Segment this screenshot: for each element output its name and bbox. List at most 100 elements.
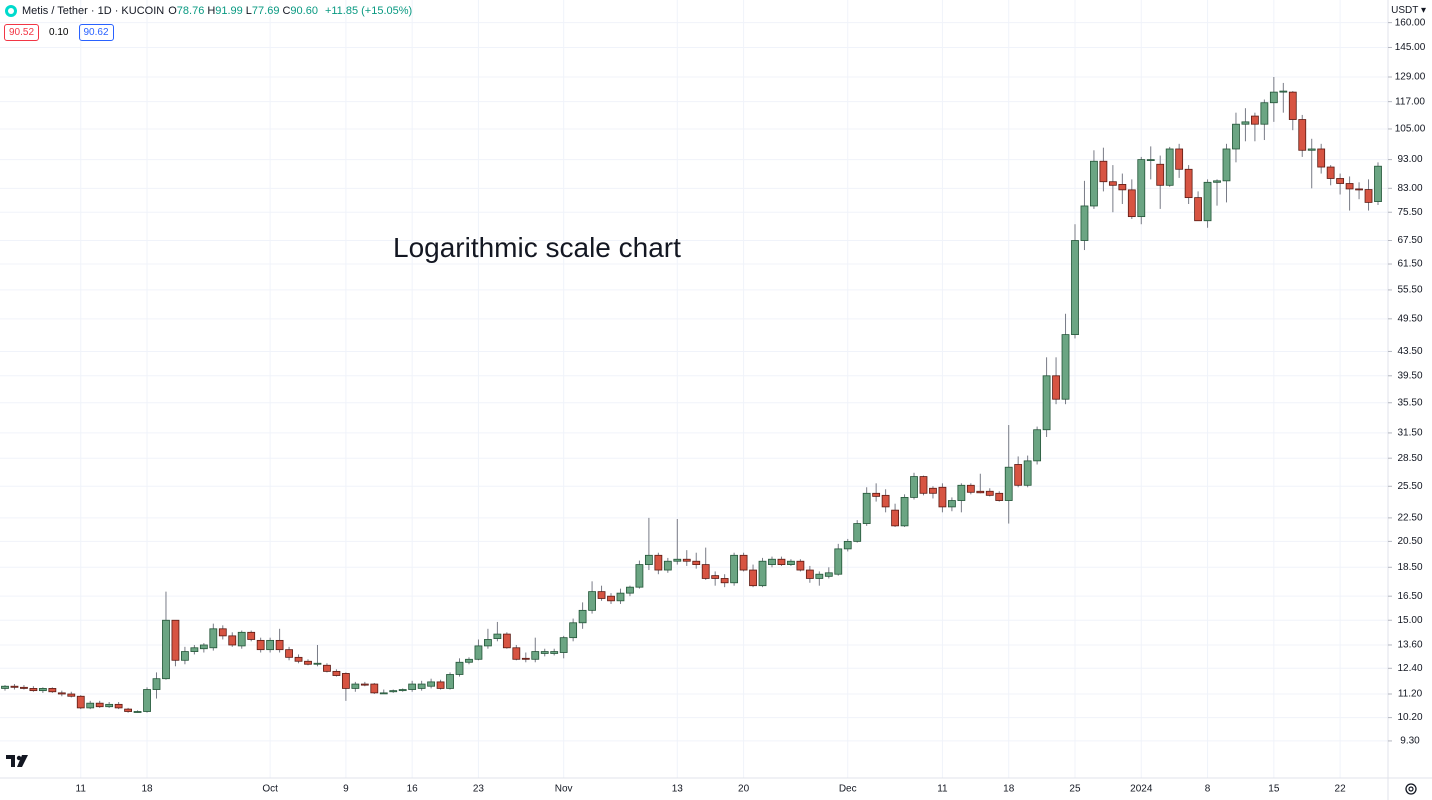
candle-body bbox=[294, 656, 303, 662]
candle-body bbox=[427, 681, 436, 687]
candle-body bbox=[559, 637, 568, 653]
candle-body bbox=[1213, 180, 1221, 183]
y-tick-label: 117.00 bbox=[1395, 96, 1425, 107]
y-tick-label: 18.50 bbox=[1397, 562, 1422, 573]
y-tick-label: 105.00 bbox=[1395, 124, 1426, 135]
candle-body bbox=[768, 558, 776, 565]
candle-body bbox=[739, 554, 748, 571]
candle-body bbox=[275, 639, 284, 651]
candle-body bbox=[1080, 205, 1089, 241]
y-tick-label: 67.50 bbox=[1397, 235, 1422, 246]
candle-body bbox=[446, 674, 454, 689]
candle-body bbox=[86, 702, 95, 709]
y-tick-label: 35.50 bbox=[1397, 397, 1422, 408]
candle-body bbox=[796, 560, 805, 571]
candle-body bbox=[843, 540, 852, 550]
candle-body bbox=[550, 651, 559, 654]
y-tick-label: 12.40 bbox=[1397, 663, 1422, 674]
buy-button[interactable]: 90.62 bbox=[78, 24, 114, 41]
candle-body bbox=[181, 651, 189, 661]
candle-body bbox=[304, 660, 312, 665]
ohlc-values: O 78.76 H 91.99 L 77.69 C 90.60 bbox=[168, 5, 321, 17]
candle-body bbox=[1099, 160, 1108, 183]
settings-icon[interactable] bbox=[1405, 783, 1417, 795]
candle-body bbox=[455, 661, 464, 675]
candle-body bbox=[162, 619, 170, 680]
candle-body bbox=[370, 683, 379, 694]
candle-body bbox=[777, 558, 786, 565]
candle-body bbox=[1279, 90, 1288, 93]
candle-body bbox=[910, 476, 918, 498]
y-tick-label: 11.20 bbox=[1398, 689, 1423, 700]
y-tick-label: 22.50 bbox=[1397, 513, 1422, 524]
candle-body bbox=[597, 591, 606, 599]
candle-body bbox=[1137, 159, 1146, 218]
candle-body bbox=[1175, 148, 1184, 170]
candle-body bbox=[1336, 178, 1345, 184]
sell-button[interactable]: 90.52 bbox=[4, 24, 40, 41]
candle-body bbox=[95, 702, 104, 708]
candle-body bbox=[626, 586, 634, 594]
candle-body bbox=[237, 631, 246, 647]
candle-body bbox=[966, 484, 975, 493]
spread: 0.10 bbox=[49, 27, 69, 38]
candle-body bbox=[1118, 184, 1127, 191]
candle-body bbox=[929, 487, 937, 494]
y-tick-label: 129.00 bbox=[1395, 72, 1426, 83]
symbol[interactable]: Metis / Tether · 1D · KUCOIN bbox=[22, 5, 165, 17]
candle-body bbox=[199, 644, 208, 650]
candle-body bbox=[995, 492, 1004, 501]
candle-body bbox=[1071, 240, 1079, 336]
ohlc-key: L bbox=[245, 5, 252, 17]
candle-body bbox=[502, 633, 511, 649]
x-tick-label: Oct bbox=[262, 784, 278, 795]
x-tick-label: 25 bbox=[1069, 784, 1081, 795]
candle-body bbox=[1, 685, 9, 689]
candle-body bbox=[881, 494, 890, 508]
candle-body bbox=[1203, 181, 1212, 222]
y-tick-label: 31.50 bbox=[1397, 428, 1422, 439]
candle-body bbox=[891, 509, 899, 527]
candle-body bbox=[938, 486, 947, 508]
candle-body bbox=[313, 662, 322, 665]
annotation: Logarithmic scale chart bbox=[393, 232, 681, 263]
candle-body bbox=[578, 609, 587, 624]
candle-body bbox=[29, 688, 38, 692]
candle-body bbox=[900, 497, 909, 527]
candle-body bbox=[57, 692, 66, 695]
candle-body bbox=[20, 686, 28, 689]
candle-body bbox=[1090, 160, 1098, 207]
candle-body bbox=[569, 622, 578, 639]
ohlc-value: 77.69 bbox=[251, 5, 280, 17]
candle-body bbox=[1288, 91, 1297, 120]
candle-body bbox=[720, 578, 729, 584]
candle-body bbox=[805, 569, 814, 579]
candle-body bbox=[351, 683, 360, 689]
candle-body bbox=[663, 560, 672, 571]
x-tick-label: 11 bbox=[937, 784, 948, 795]
y-tick-label: 13.60 bbox=[1397, 640, 1422, 651]
currency-selector[interactable]: USDT ▾ bbox=[1391, 5, 1426, 16]
currency[interactable]: USDT bbox=[1391, 5, 1419, 16]
candle-body bbox=[1345, 183, 1354, 190]
x-tick-label: 15 bbox=[1268, 784, 1280, 795]
ohlc-key: H bbox=[207, 5, 216, 17]
x-tick-label: 13 bbox=[672, 784, 684, 795]
y-tick-label: 75.50 bbox=[1397, 207, 1422, 218]
candle-body bbox=[1269, 91, 1278, 104]
x-tick-label: Nov bbox=[555, 784, 573, 795]
candle-body bbox=[190, 647, 199, 652]
y-tick-label: 25.50 bbox=[1397, 481, 1422, 492]
candle-body bbox=[1251, 115, 1259, 125]
candle-body bbox=[436, 681, 445, 689]
candle-body bbox=[171, 619, 180, 661]
candle-body bbox=[417, 683, 426, 689]
candle-body bbox=[105, 703, 114, 708]
candle-body bbox=[1232, 123, 1240, 150]
candle-body bbox=[701, 564, 710, 579]
candle-body bbox=[1298, 119, 1307, 151]
candle-body bbox=[540, 651, 549, 654]
candle-body bbox=[323, 664, 331, 672]
x-tick-label: 20 bbox=[738, 784, 750, 795]
